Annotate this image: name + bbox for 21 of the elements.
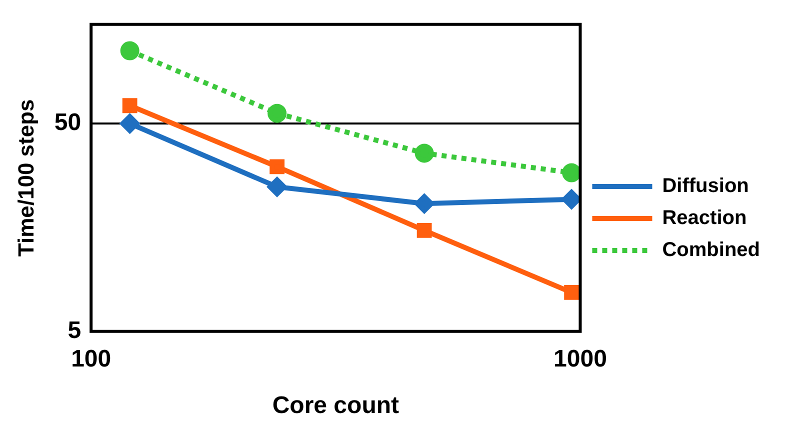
point <box>122 98 138 114</box>
x-axis-title: Core count <box>272 392 399 420</box>
legend-label: Reaction <box>662 207 747 230</box>
point <box>268 104 287 123</box>
y-tick-label: 5 <box>68 317 82 344</box>
point <box>564 284 580 300</box>
y-axis-title: Time/100 steps <box>13 99 38 257</box>
legend-label: Diffusion <box>662 175 749 198</box>
point <box>120 114 140 134</box>
x-tick-label: 1000 <box>554 345 607 372</box>
point <box>562 163 580 182</box>
point <box>270 159 285 174</box>
point <box>120 41 140 60</box>
point <box>414 194 434 214</box>
point <box>562 190 580 209</box>
point <box>268 177 287 196</box>
point <box>414 144 434 163</box>
point <box>416 223 432 238</box>
legend-label: Combined <box>662 239 760 262</box>
y-tick-label: 50 <box>54 109 82 136</box>
x-tick-label: 100 <box>71 345 112 372</box>
